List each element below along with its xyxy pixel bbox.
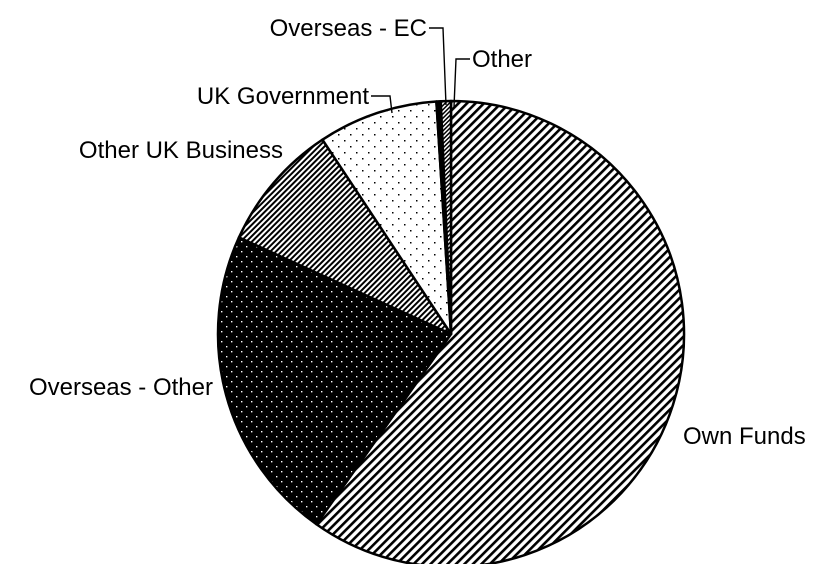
leader-line-overseas-ec: [429, 27, 447, 106]
slice-label-other-uk-business: Other UK Business: [79, 137, 283, 164]
slice-label-uk-government: UK Government: [197, 83, 369, 110]
slice-labels: Own Funds Overseas - Other Other UK Busine…: [29, 15, 806, 450]
label-leaders: [371, 27, 470, 114]
leader-line-other: [453, 58, 470, 108]
pie-slice-other-uk-business: [237, 138, 453, 336]
slice-label-overseas-ec: Overseas - EC: [270, 15, 427, 42]
slice-label-overseas-other: Overseas - Other: [29, 374, 213, 401]
slice-label-own-funds: Own Funds: [683, 423, 806, 450]
slice-label-other: Other: [472, 46, 532, 73]
pie-slice-overseas-other: [216, 236, 453, 526]
pie-slice-own-funds: [315, 99, 686, 564]
pie-slice-uk-government: [321, 100, 453, 336]
pie-slices: [216, 99, 686, 564]
leader-line-uk-government: [371, 95, 393, 114]
